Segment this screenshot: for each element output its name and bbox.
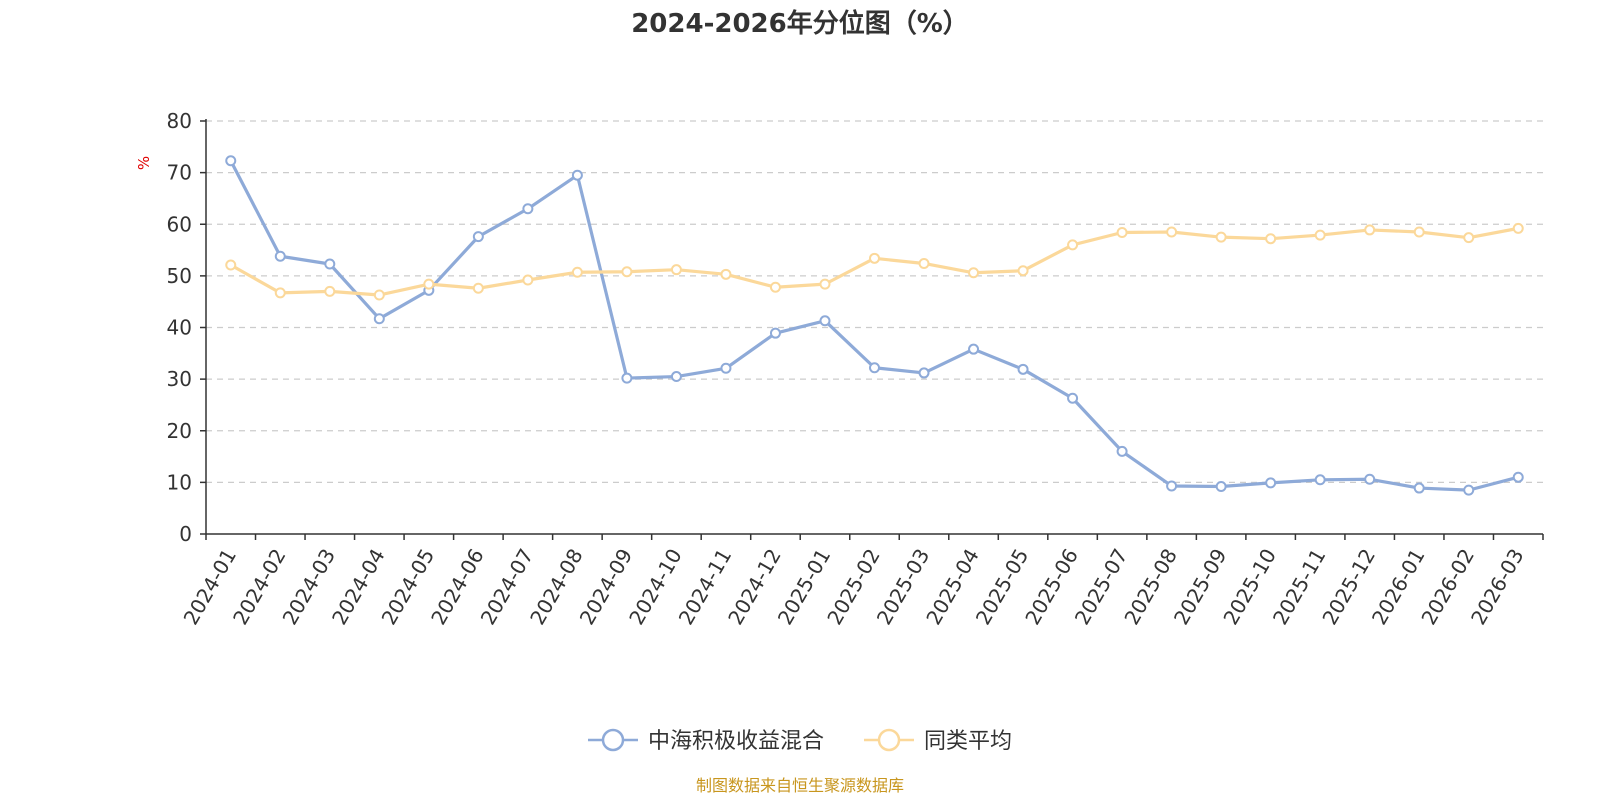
- series-1-point: [621, 372, 633, 384]
- series-1-point: [225, 155, 237, 167]
- series-2-point: [968, 267, 980, 279]
- series-2-point: [1314, 229, 1326, 241]
- series-1-point: [869, 362, 880, 374]
- series-2-point: [274, 287, 286, 299]
- legend-marker-1: [601, 728, 625, 752]
- series-2-point: [423, 278, 435, 290]
- series-1-point: [968, 343, 980, 355]
- series-2-point: [1512, 222, 1524, 234]
- series-lines: [225, 155, 1524, 496]
- series-1-point: [1364, 473, 1376, 485]
- series-2-point: [571, 266, 583, 278]
- series-2-point: [373, 289, 385, 301]
- series-2-point: [522, 274, 534, 286]
- legend: 中海积极收益混合 同类平均: [588, 728, 1012, 754]
- series-1-point: [1314, 474, 1326, 486]
- legend-label-1: 中海积极收益混合: [648, 729, 824, 754]
- series-2-point: [1265, 233, 1277, 245]
- series-2-point: [670, 264, 682, 276]
- series-2-point: [769, 281, 781, 293]
- series-line-1: [229, 159, 1520, 492]
- series-1-point: [1166, 480, 1178, 492]
- series-2-point: [1116, 227, 1128, 239]
- series-1-point: [472, 231, 484, 243]
- series-1-point: [571, 169, 583, 181]
- grid-lines: [206, 120, 1543, 483]
- y-tick-label: 0: [179, 522, 192, 546]
- y-tick-label: 30: [167, 367, 192, 391]
- series-1-point: [1463, 484, 1475, 496]
- y-tick-label: 80: [167, 109, 192, 133]
- legend-marker-2: [877, 728, 901, 752]
- series-2-point: [1413, 226, 1425, 238]
- y-tick-label: 40: [167, 316, 192, 340]
- y-tick-label: 60: [167, 212, 192, 236]
- series-1-point: [918, 367, 930, 379]
- series-1-point: [373, 313, 385, 325]
- series-1-point: [819, 315, 831, 327]
- series-2-point: [472, 282, 484, 294]
- chart-title: 2024-2026年分位图（%）: [631, 8, 969, 39]
- series-1-point: [769, 327, 781, 339]
- series-2-point: [225, 259, 237, 271]
- series-1-point: [274, 250, 286, 262]
- series-2-point: [1215, 231, 1227, 243]
- y-tick-label: 50: [167, 264, 192, 288]
- series-2-point: [1463, 232, 1475, 244]
- series-2-point: [819, 278, 831, 290]
- y-tick-label: 70: [167, 161, 192, 185]
- series-1-point: [1512, 471, 1524, 483]
- series-1-point: [1265, 477, 1277, 489]
- series-1-point: [720, 362, 732, 374]
- axes: 010203040506070802024-012024-022024-0320…: [167, 109, 1544, 629]
- series-1-point: [1116, 445, 1128, 457]
- y-axis-unit-label: %: [135, 156, 153, 170]
- series-2-point: [324, 285, 336, 297]
- series-2-point: [1364, 224, 1376, 236]
- series-1-point: [522, 203, 534, 215]
- series-2-point: [1166, 226, 1178, 238]
- series-1-point: [1067, 392, 1079, 404]
- series-2-point: [1067, 239, 1079, 251]
- series-1-point: [670, 371, 682, 383]
- data-source-note: 制图数据来自恒生聚源数据库: [696, 776, 904, 795]
- series-2-point: [1017, 265, 1029, 277]
- y-tick-label: 20: [167, 419, 192, 443]
- series-1-point: [324, 258, 336, 270]
- series-2-point: [918, 257, 930, 269]
- series-2-point: [621, 266, 633, 278]
- series-1-point: [1017, 363, 1029, 375]
- series-1-point: [1215, 481, 1227, 493]
- legend-label-2: 同类平均: [924, 729, 1012, 754]
- series-1-point: [1413, 482, 1425, 494]
- y-tick-label: 10: [167, 470, 192, 494]
- series-2-point: [720, 268, 732, 280]
- series-2-point: [869, 252, 880, 264]
